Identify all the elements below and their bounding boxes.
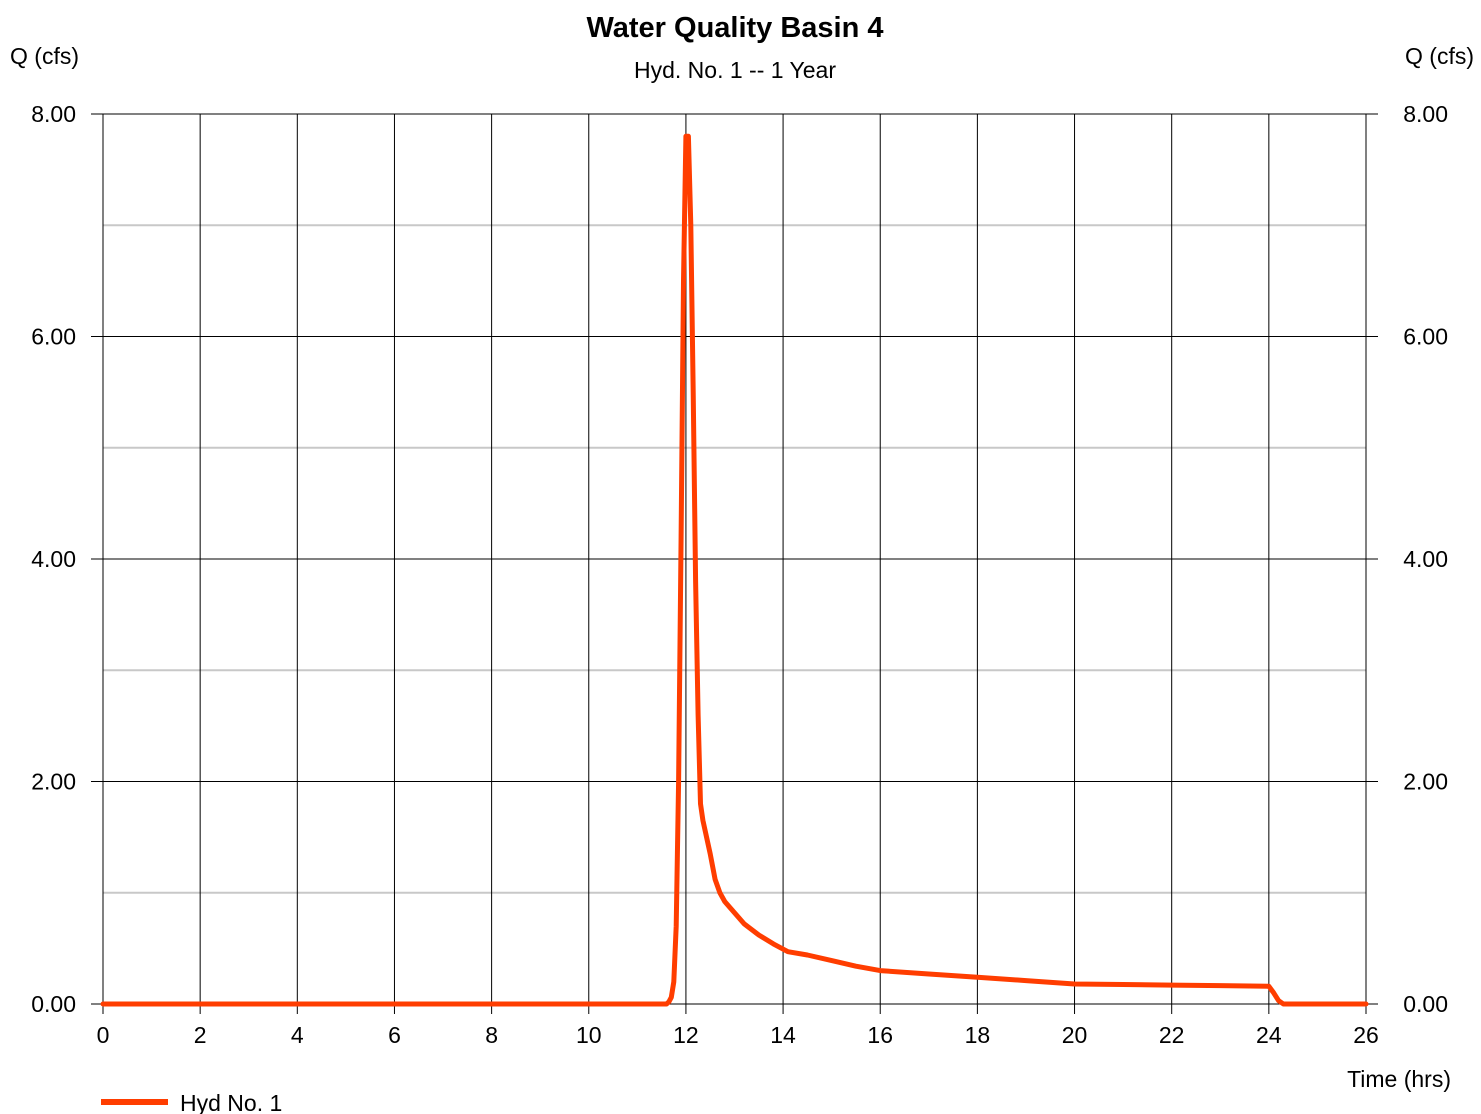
plot-border [102,113,1367,1005]
chart-title: Water Quality Basin 4 [586,12,883,44]
legend-label: Hyd No. 1 [180,1090,282,1114]
x-tick-label: 14 [770,1022,796,1048]
y-axis-label-right: Q (cfs) [1405,43,1474,69]
y-tick-label-right: 0.00 [1403,991,1448,1017]
y-tick-label-right: 6.00 [1403,324,1448,350]
x-tick-label: 24 [1256,1022,1282,1048]
x-tick-label: 8 [485,1022,498,1048]
x-tick-label: 10 [576,1022,602,1048]
y-tick-label-left: 6.00 [31,324,76,350]
x-tick-label: 22 [1159,1022,1185,1048]
chart-subtitle: Hyd. No. 1 -- 1 Year [634,57,836,83]
x-tick-label: 0 [97,1022,110,1048]
axis-ticks [91,113,1378,1014]
x-tick-label: 16 [867,1022,893,1048]
legend: Hyd No. 1 [101,1090,282,1114]
y-tick-label-left: 2.00 [31,769,76,795]
y-axis-label-left: Q (cfs) [10,43,79,69]
series-layer [100,133,1369,1007]
major-gridlines [102,113,1367,1005]
y-tick-label-right: 4.00 [1403,546,1448,572]
x-tick-label: 6 [388,1022,401,1048]
tick-labels: 0 2 4 6 8 10 12 14 16 18 20 22 24 260.00 0.002.00 2.004… [31,101,1448,1048]
x-axis-label: Time (hrs) [1347,1066,1451,1092]
y-tick-label-right: 2.00 [1403,769,1448,795]
x-tick-label: 2 [194,1022,207,1048]
minor-gridlines [103,224,1366,894]
y-tick-label-left: 0.00 [31,991,76,1017]
x-tick-label: 4 [291,1022,304,1048]
y-tick-label-right: 8.00 [1403,101,1448,127]
x-tick-label: 26 [1353,1022,1379,1048]
x-tick-label: 12 [673,1022,699,1048]
plot-frame [102,113,1367,1005]
y-tick-label-left: 4.00 [31,546,76,572]
y-tick-label-left: 8.00 [31,101,76,127]
x-tick-label: 20 [1062,1022,1088,1048]
series-line-hyd-no-1 [100,133,1369,1007]
x-tick-label: 18 [965,1022,991,1048]
